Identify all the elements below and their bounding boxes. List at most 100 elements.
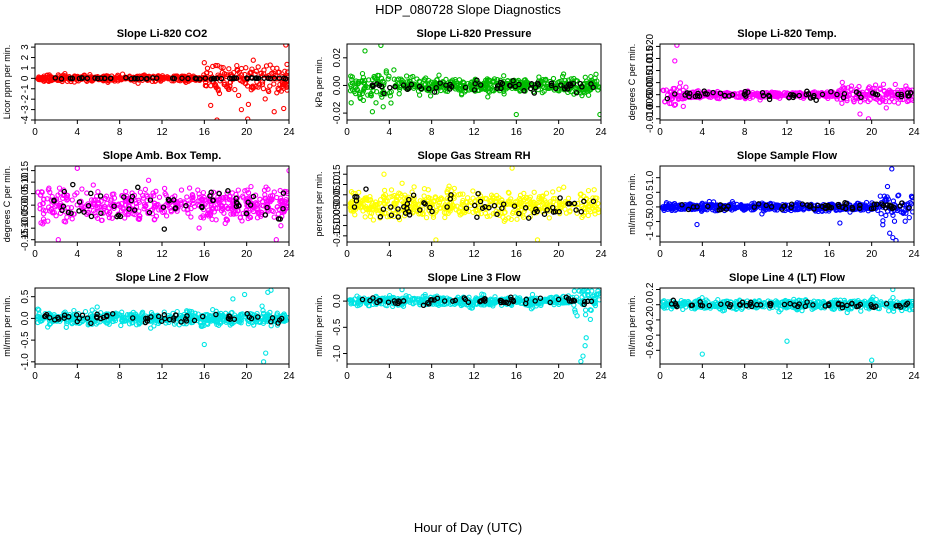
outlier-point (245, 116, 251, 120)
highlight-point (126, 206, 132, 212)
highlight-point (155, 313, 162, 320)
data-point (111, 201, 117, 207)
data-point (102, 195, 108, 202)
highlight-point (581, 301, 587, 308)
y-tick-label: 0.05 (332, 185, 343, 205)
data-point (494, 195, 500, 202)
highlight-point (516, 210, 522, 217)
data-point (456, 208, 462, 214)
x-tick-label: 8 (742, 249, 748, 260)
outlier-point (694, 221, 700, 228)
data-point (382, 201, 388, 207)
data-point (62, 219, 69, 225)
data-point (375, 72, 381, 79)
highlight-point (581, 198, 587, 205)
data-point (588, 307, 594, 313)
x-tick-label: 20 (866, 127, 878, 138)
highlight-point (743, 93, 749, 99)
highlight-point (202, 75, 209, 81)
outlier-point (578, 358, 584, 364)
data-point (136, 208, 142, 214)
highlight-point (109, 311, 116, 317)
data-point (596, 297, 601, 303)
data-point (493, 198, 500, 204)
data-point (508, 216, 514, 223)
x-tick-label: 8 (429, 127, 435, 138)
highlight-point (147, 197, 154, 203)
data-point (156, 194, 163, 200)
data-point (520, 198, 526, 204)
data-point (590, 195, 596, 201)
data-point (141, 201, 148, 207)
data-point (527, 194, 533, 200)
data-point (468, 86, 475, 93)
data-point (285, 69, 289, 75)
data-point (527, 200, 533, 206)
data-point (64, 192, 70, 198)
x-tick-label: 12 (781, 249, 793, 260)
highlight-point (236, 203, 242, 209)
highlight-point (79, 312, 86, 319)
data-point (362, 77, 368, 84)
highlight-point (807, 95, 814, 101)
highlight-point (74, 318, 81, 325)
highlight-point (482, 298, 488, 304)
data-point (41, 75, 48, 81)
highlight-point (85, 202, 92, 209)
data-point (710, 202, 716, 208)
data-point (663, 87, 669, 93)
data-point (89, 307, 95, 313)
data-point (200, 213, 206, 219)
data-point (215, 62, 221, 69)
data-point (906, 214, 912, 221)
data-point (235, 314, 242, 320)
highlight-point (796, 92, 802, 99)
y-tick-label: 0.0 (332, 294, 343, 308)
outlier-point (74, 166, 80, 171)
x-tick-label: 0 (32, 371, 38, 382)
data-point (662, 98, 668, 105)
highlight-point (521, 88, 527, 94)
x-tick-label: 4 (700, 127, 706, 138)
data-point (553, 201, 560, 207)
data-point (853, 95, 859, 102)
outlier-point (263, 350, 269, 356)
highlight-point (768, 204, 775, 210)
highlight-point (249, 75, 255, 81)
data-points (347, 288, 601, 364)
data-point (269, 192, 276, 199)
data-point (122, 215, 128, 221)
highlight-point (380, 206, 387, 212)
x-tick-label: 12 (468, 371, 480, 382)
data-point (390, 303, 396, 310)
data-point (130, 309, 137, 316)
highlight-point (250, 193, 257, 200)
data-point (903, 210, 909, 216)
data-point (680, 103, 686, 110)
data-point (880, 95, 886, 101)
data-point (361, 80, 368, 86)
data-point (521, 190, 527, 197)
data-point (126, 203, 132, 210)
data-point (585, 92, 592, 98)
data-point (274, 194, 280, 201)
data-point (238, 65, 245, 72)
highlight-point (507, 83, 514, 89)
highlight-point (92, 75, 98, 81)
data-points (660, 288, 914, 363)
highlight-point (516, 81, 522, 88)
highlight-point (252, 75, 259, 82)
data-point (271, 81, 277, 87)
data-point (585, 187, 592, 194)
data-point (235, 187, 241, 193)
highlight-point (571, 298, 578, 304)
highlight-point (553, 85, 559, 92)
data-point (478, 210, 484, 217)
data-point (436, 202, 442, 208)
data-point (757, 93, 763, 99)
data-point (433, 301, 440, 307)
data-points (660, 44, 914, 120)
highlight-point (183, 202, 189, 209)
data-point (348, 189, 355, 195)
highlight-point (408, 81, 415, 88)
